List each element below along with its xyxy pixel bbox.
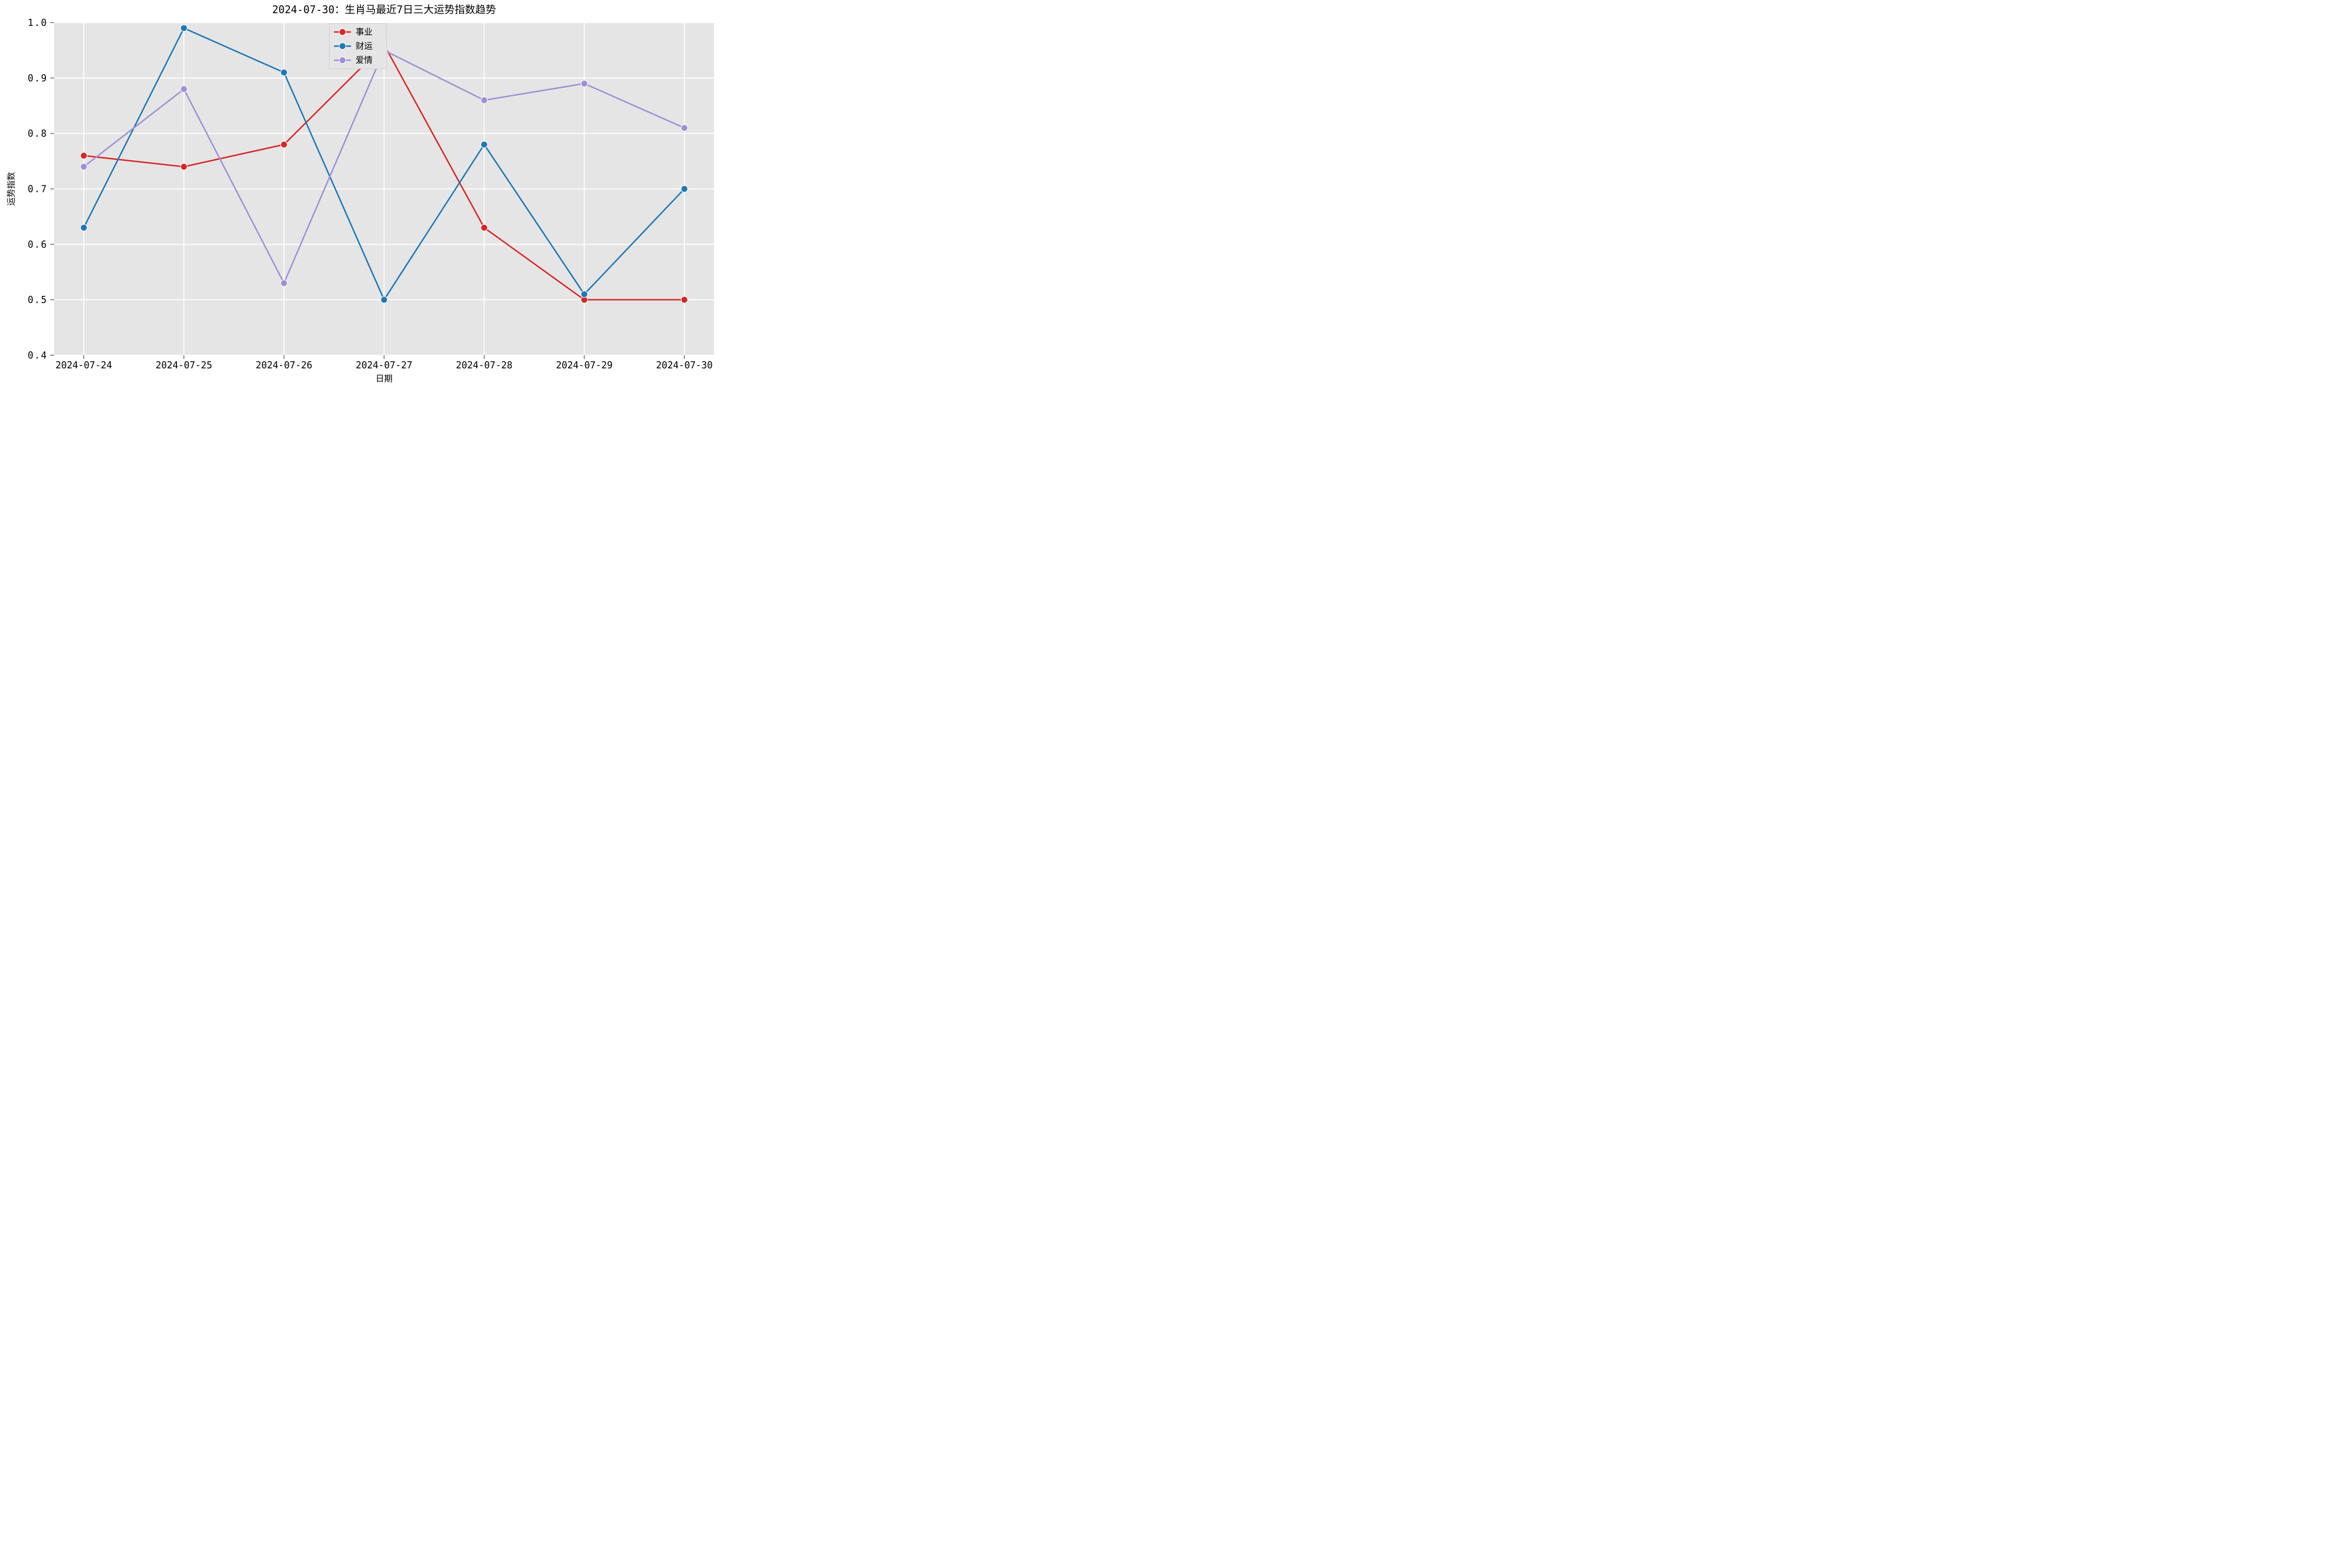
y-axis-label: 运势指数 [7,172,16,206]
y-tick-label: 1.0 [28,17,48,28]
y-tick-label: 0.6 [28,239,48,250]
x-tick-label: 2024-07-28 [456,359,512,371]
x-tick-label: 2024-07-29 [556,359,612,371]
series-marker [681,296,688,303]
series-marker [381,296,388,303]
x-tick-label: 2024-07-26 [256,359,312,371]
x-tick-label: 2024-07-27 [356,359,412,371]
x-axis-label: 日期 [376,374,393,384]
legend-swatch-marker [339,29,346,35]
legend-label: 爱情 [356,56,373,65]
legend-label: 事业 [356,27,373,37]
series-marker [681,186,688,192]
series-marker [181,163,187,170]
legend-swatch-marker [339,57,346,64]
legend: 事业财运爱情 [329,24,387,69]
y-tick-label: 0.9 [28,72,48,84]
series-marker [80,224,87,231]
x-tick-label: 2024-07-25 [156,359,212,371]
series-marker [581,291,588,297]
y-tick-label: 0.7 [28,183,48,195]
y-tick-label: 0.8 [28,128,48,139]
fortune-line-chart: 0.4 0.5 0.6 0.7 0.8 0.9 1.0 2024-07-24 2024-07-2… [0,0,728,392]
series-marker [80,152,87,159]
series-marker [80,163,87,170]
legend-label: 财运 [356,41,373,51]
x-tick-label: 2024-07-24 [56,359,112,371]
series-marker [281,141,287,148]
series-marker [281,69,287,76]
x-tick-label: 2024-07-30 [656,359,713,371]
series-marker [481,224,487,231]
series-marker [481,97,487,103]
series-marker [681,125,688,131]
series-marker [181,86,187,92]
series-marker [281,280,287,287]
y-tick-label: 0.5 [28,294,48,305]
series-marker [481,141,487,148]
y-tick-label: 0.4 [28,350,48,361]
chart-title: 2024-07-30：生肖马最近7日三大运势指数趋势 [272,4,496,16]
series-marker [181,25,187,32]
chart-svg: 0.4 0.5 0.6 0.7 0.8 0.9 1.0 2024-07-24 2024-07-2… [0,0,728,392]
legend-swatch-marker [339,43,346,49]
series-marker [581,80,588,87]
